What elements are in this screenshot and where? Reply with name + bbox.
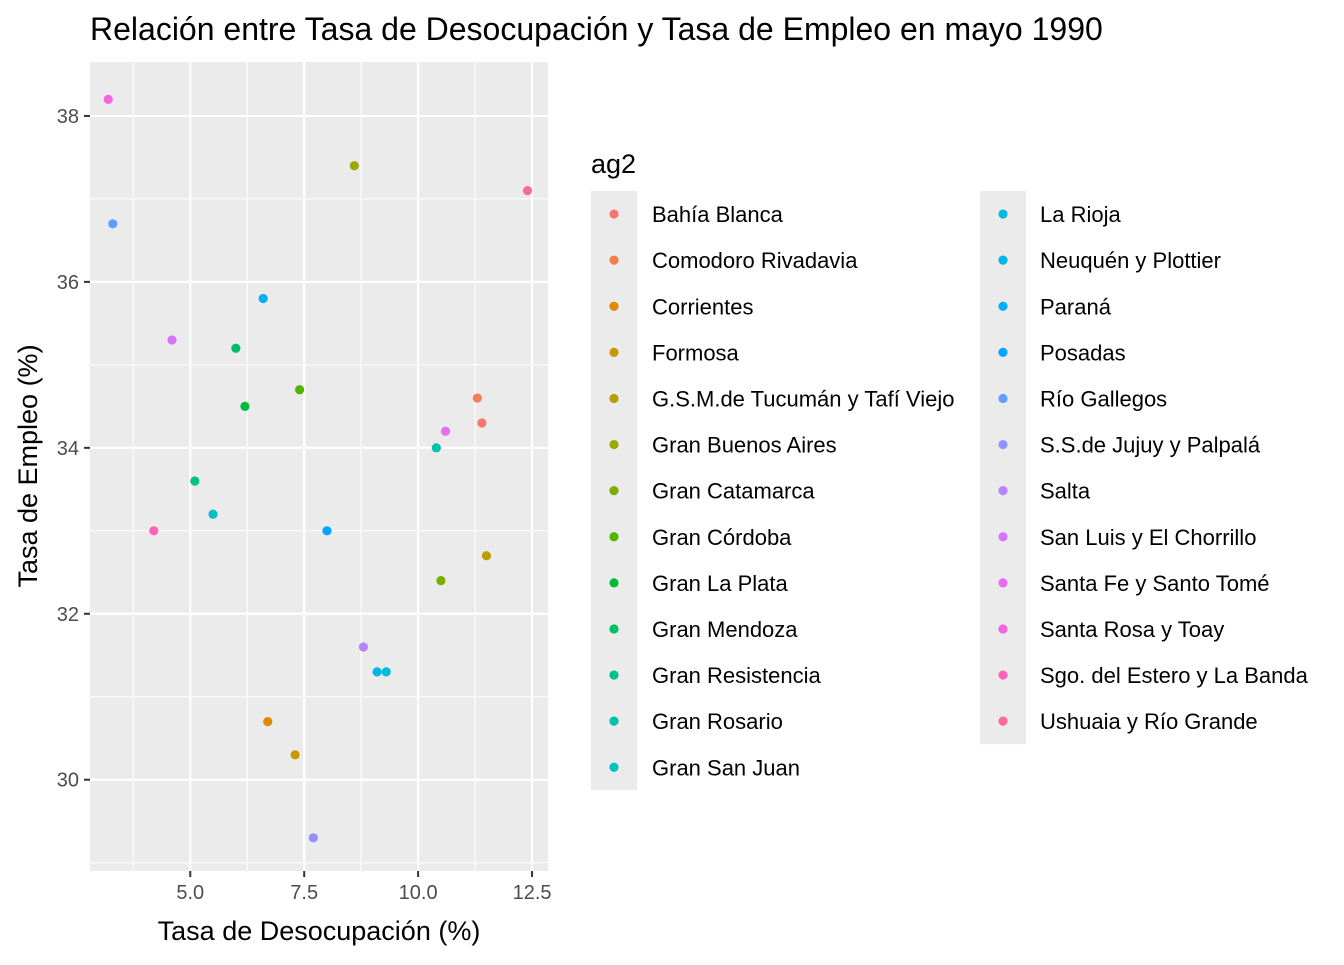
legend-key	[609, 301, 619, 311]
legend-key	[998, 255, 1008, 265]
data-points	[103, 94, 533, 843]
legend-label: Corrientes	[652, 294, 753, 319]
legend-key	[998, 393, 1008, 404]
legend-label: Formosa	[652, 340, 740, 365]
legend-label: Gran Rosario	[652, 709, 783, 734]
legend-label: Gran Buenos Aires	[652, 433, 837, 458]
legend-key	[609, 762, 619, 772]
data-point	[522, 186, 533, 196]
legend-label: La Rioja	[1040, 202, 1121, 227]
legend-label: Bahía Blanca	[652, 202, 784, 227]
data-point	[103, 94, 113, 104]
data-point	[231, 343, 241, 353]
data-point	[263, 717, 273, 727]
data-point	[472, 393, 482, 403]
legend-key	[998, 670, 1008, 680]
data-point	[381, 667, 391, 677]
data-point	[258, 293, 268, 304]
y-axis-label: Tasa de Empleo (%)	[13, 344, 43, 587]
data-point	[308, 833, 318, 843]
legend-key-background	[980, 191, 1026, 745]
legend-key	[998, 347, 1008, 357]
data-point	[149, 526, 159, 536]
legend-key	[609, 486, 619, 496]
legend-items: Bahía Blanca Comodoro Rivadavia Corrientes…	[591, 191, 1309, 791]
legend-label: Paraná	[1040, 294, 1112, 319]
y-tick-label: 38	[57, 106, 79, 128]
legend-label: Neuquén y Plottier	[1040, 248, 1221, 273]
data-point	[431, 443, 441, 453]
legend-key	[998, 532, 1008, 542]
legend-label: Salta	[1040, 479, 1091, 504]
data-point	[295, 385, 305, 395]
legend-label: Santa Rosa y Toay	[1040, 617, 1224, 642]
data-point	[290, 750, 300, 760]
legend-label: Río Gallegos	[1040, 386, 1167, 411]
legend-key	[609, 670, 619, 680]
data-point	[167, 335, 177, 345]
data-point	[372, 667, 382, 677]
x-tick-label: 12.5	[513, 882, 552, 904]
legend-key	[609, 578, 619, 588]
data-point	[208, 509, 218, 519]
legend-key	[609, 209, 619, 219]
legend-label: Gran Córdoba	[652, 525, 792, 550]
legend-label: G.S.M.de Tucumán y Tafí Viejo	[652, 386, 954, 411]
data-point	[240, 401, 250, 411]
minor-gridlines	[90, 62, 548, 871]
data-point	[358, 642, 369, 652]
legend-key	[998, 301, 1008, 311]
x-tick-label: 7.5	[290, 882, 318, 904]
x-axis-label: Tasa de Desocupación (%)	[158, 916, 481, 946]
legend-key	[998, 486, 1008, 496]
y-tick-label: 36	[57, 272, 79, 294]
x-axis: 5.0 7.5 10.0 12.5	[176, 871, 552, 904]
legend-label: Gran La Plata	[652, 571, 789, 596]
data-point	[440, 426, 451, 436]
x-tick-label: 5.0	[176, 882, 204, 904]
legend-key	[609, 255, 619, 265]
legend-key	[998, 439, 1008, 450]
legend-label: Posadas	[1040, 340, 1126, 365]
chart-title: Relación entre Tasa de Desocupación y Ta…	[90, 11, 1103, 47]
legend-title: ag2	[591, 149, 636, 179]
data-point	[190, 476, 200, 486]
data-point	[108, 219, 118, 229]
y-tick-label: 32	[57, 604, 79, 626]
legend-key	[609, 439, 619, 450]
data-point	[349, 161, 359, 171]
data-point	[481, 551, 492, 561]
legend-label: S.S.de Jujuy y Palpalá	[1040, 433, 1261, 458]
y-tick-label: 34	[57, 438, 79, 460]
y-axis: 30 32 34 36 38	[57, 106, 90, 792]
y-tick-label: 30	[57, 770, 79, 792]
legend-label: Santa Fe y Santo Tomé	[1040, 571, 1270, 596]
data-point	[477, 418, 487, 428]
plot-panel	[90, 62, 548, 871]
legend-label: Gran Catamarca	[652, 479, 815, 504]
x-tick-label: 10.0	[399, 882, 438, 904]
legend-label: San Luis y El Chorrillo	[1040, 525, 1256, 550]
legend-key	[609, 716, 619, 726]
legend-label: Gran San Juan	[652, 755, 800, 780]
legend-label: Gran Mendoza	[652, 617, 798, 642]
legend-key	[609, 624, 619, 634]
legend-key	[609, 347, 619, 357]
legend-label: Sgo. del Estero y La Banda	[1040, 663, 1309, 688]
legend-key	[998, 624, 1008, 634]
legend-label: Ushuaia y Río Grande	[1040, 709, 1258, 734]
legend-key	[609, 393, 619, 404]
major-gridlines	[90, 62, 548, 871]
legend-key	[609, 532, 619, 542]
legend-label: Gran Resistencia	[652, 663, 822, 688]
legend-label: Comodoro Rivadavia	[652, 248, 858, 273]
legend-key	[998, 578, 1008, 588]
data-point	[322, 526, 332, 536]
legend-key	[998, 716, 1008, 726]
legend: ag2 Bahía Blanca Comodoro Rivadavia Corrie…	[591, 149, 1309, 791]
legend-key	[998, 209, 1008, 219]
data-point	[436, 575, 446, 586]
